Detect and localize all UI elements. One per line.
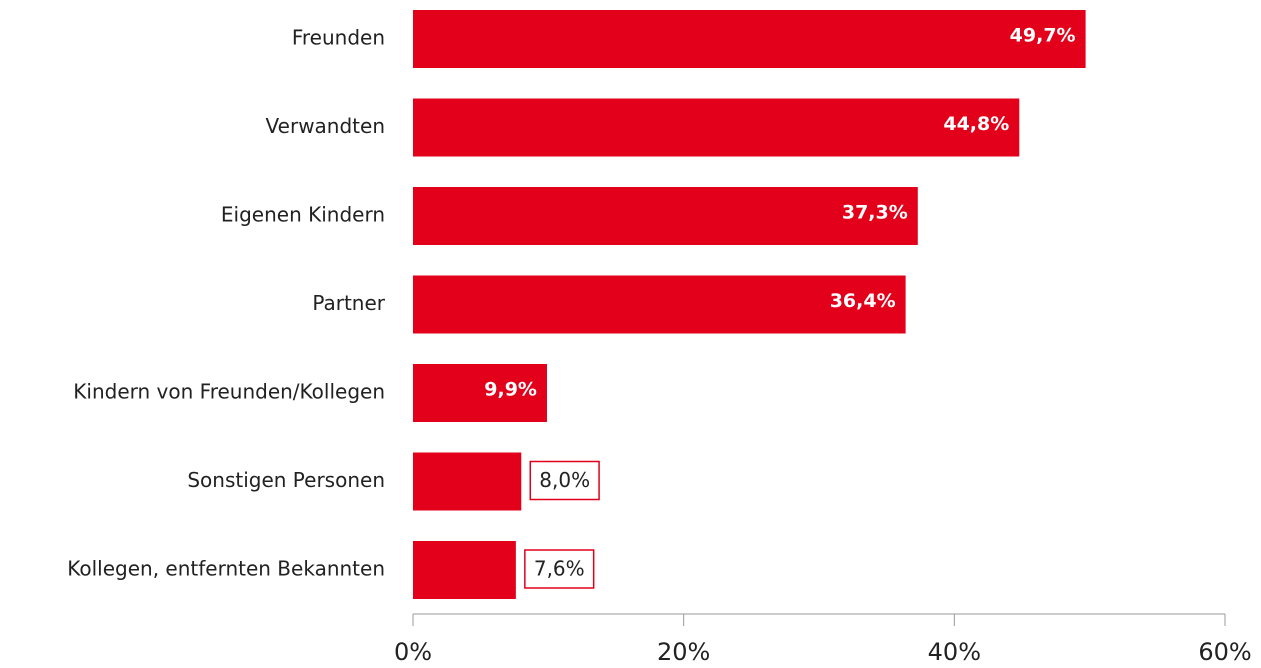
bar <box>413 187 918 245</box>
value-label: 49,7% <box>1010 25 1076 47</box>
x-tick-label: 40% <box>928 638 981 666</box>
bar <box>413 98 1020 157</box>
value-label: 44,8% <box>943 113 1009 135</box>
x-tick-label: 60% <box>1198 638 1251 666</box>
bar <box>413 364 547 422</box>
value-label: 9,9% <box>484 379 537 401</box>
x-tick-label: 0% <box>394 638 432 666</box>
value-label: 8,0% <box>539 468 590 492</box>
y-tick-label: Kindern von Freunden/Kollegen <box>73 380 385 404</box>
bar <box>413 10 1086 68</box>
y-tick-label: Eigenen Kindern <box>221 203 385 227</box>
x-tick-label: 20% <box>657 638 710 666</box>
y-tick-label: Sonstigen Personen <box>187 468 385 492</box>
y-tick-label: Verwandten <box>266 114 385 138</box>
value-label: 7,6% <box>534 557 585 581</box>
value-label: 37,3% <box>842 202 908 224</box>
bar <box>413 275 906 334</box>
value-label-box <box>524 549 595 589</box>
y-tick-label: Freunden <box>292 26 385 50</box>
y-tick-label: Partner <box>312 291 385 315</box>
bar <box>413 452 522 511</box>
value-label: 36,4% <box>830 290 896 312</box>
bar <box>413 541 516 599</box>
y-tick-label: Kollegen, entfernten Bekannten <box>67 557 385 581</box>
value-label-box <box>529 460 600 501</box>
